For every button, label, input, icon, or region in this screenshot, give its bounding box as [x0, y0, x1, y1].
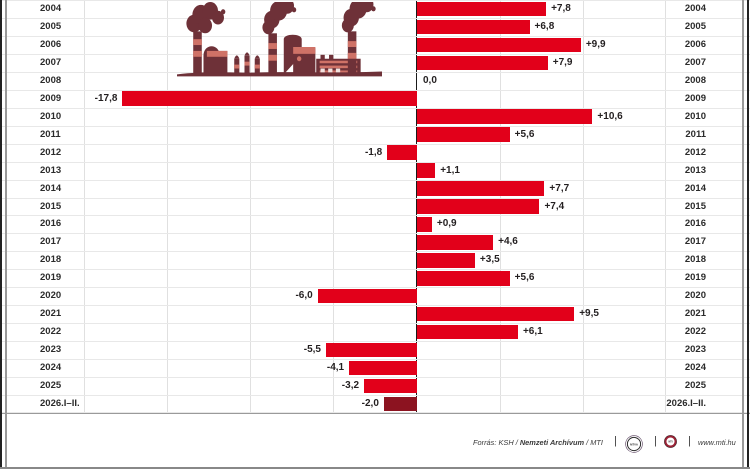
svg-text:MTI: MTI — [669, 442, 673, 444]
svg-text:MTVA: MTVA — [630, 442, 638, 446]
